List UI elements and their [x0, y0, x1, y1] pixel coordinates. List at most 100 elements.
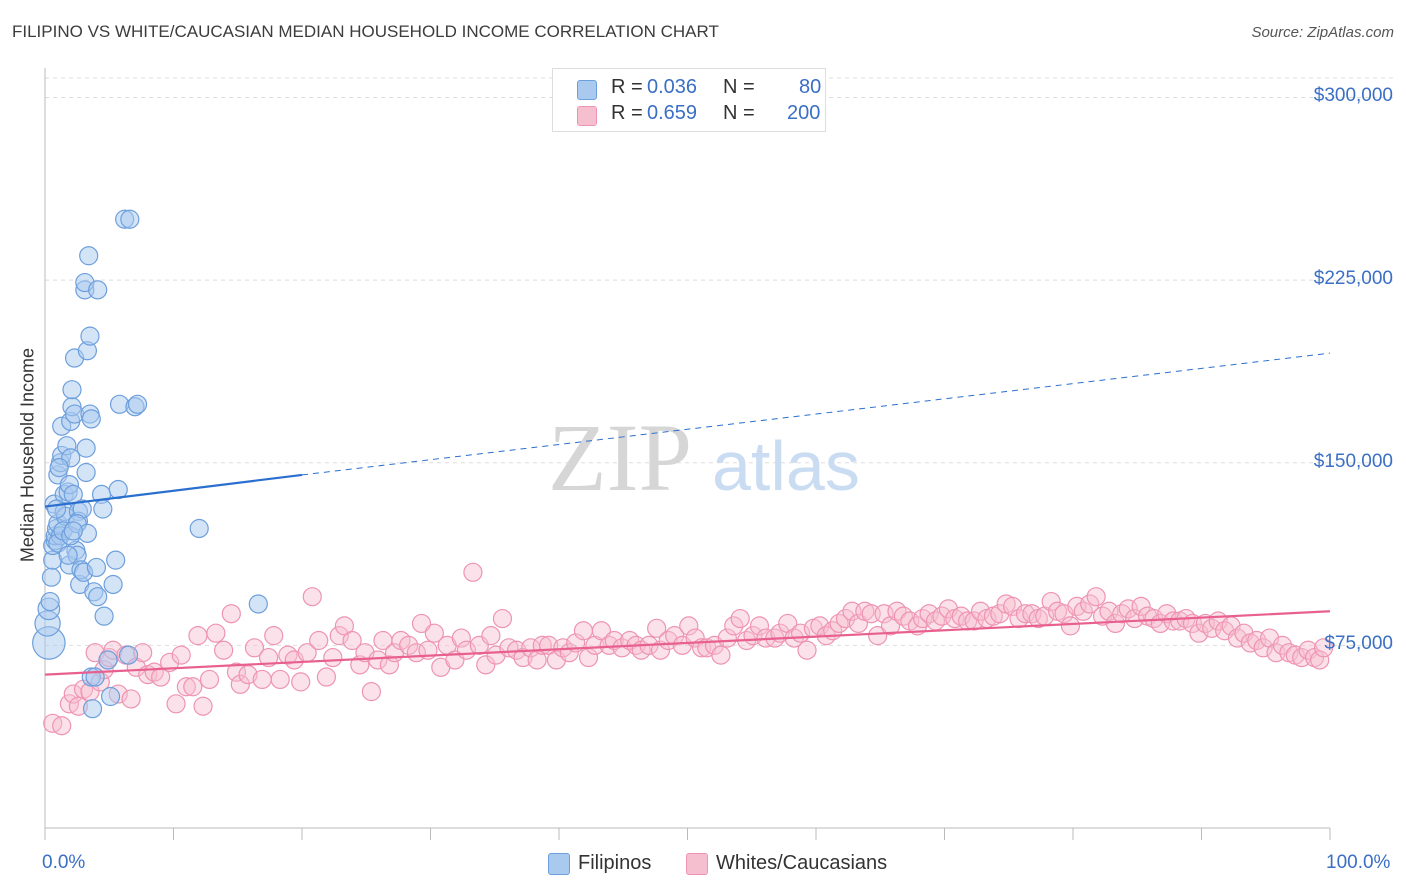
whites-point [342, 630, 362, 651]
whites-point [797, 640, 817, 660]
whites-point [160, 652, 180, 673]
legend-label: Filipinos [578, 852, 652, 874]
x-tick-label-min: 0.0% [42, 852, 86, 873]
legend-swatch-pink [577, 106, 597, 126]
legend-n-value: 80 [799, 76, 822, 98]
correlation-legend: R = 0.036 N = 80 R = 0.659 N = 200 [552, 68, 826, 132]
whites-point [252, 669, 272, 690]
whites-point [1073, 601, 1093, 621]
filipinos-point [93, 499, 113, 519]
whites-point [970, 601, 991, 621]
whites-point [1086, 587, 1106, 607]
filipinos-point [58, 545, 78, 565]
whites-point [63, 684, 83, 704]
axes [44, 68, 1331, 840]
legend-r-label: R = [611, 76, 643, 98]
whites-point [1060, 616, 1081, 636]
filipinos-point [63, 521, 83, 541]
x-tick-label-max: 100.0% [1326, 852, 1391, 873]
whites-point [1080, 594, 1100, 614]
legend-label: Whites/Caucasians [716, 852, 888, 874]
y-tick-label: $150,000 [1313, 450, 1393, 472]
whites-point [711, 645, 731, 665]
filipinos-trend-line [44, 473, 303, 508]
whites-point [176, 677, 196, 697]
whites-point [379, 655, 399, 675]
legend-n-value: 200 [787, 102, 821, 124]
whites-point [166, 694, 186, 714]
filipinos-point [62, 380, 82, 400]
legend-swatch-blue [548, 853, 570, 875]
whites-point [513, 647, 533, 668]
whites-point [399, 635, 419, 655]
whites-point [193, 696, 213, 716]
whites-point [1189, 623, 1209, 643]
legend-r-value: 0.659 [647, 102, 698, 124]
whites-point [868, 626, 888, 646]
whites-point [573, 621, 594, 641]
filipinos-points [32, 209, 268, 719]
legend-swatch-blue [577, 80, 597, 100]
whites-point [848, 613, 869, 634]
whites-point [226, 662, 247, 682]
whites-point [1131, 596, 1151, 617]
whites-point [230, 674, 250, 694]
filipinos-point [88, 280, 108, 300]
filipinos-point [120, 209, 140, 229]
watermark-zip: ZIP [548, 404, 692, 511]
whites-point [492, 608, 513, 629]
whites-point [361, 682, 381, 702]
whites-point [679, 616, 699, 636]
whites-point [1105, 613, 1126, 634]
whites-point [199, 669, 220, 690]
whites-point [650, 640, 671, 660]
whites-point [270, 669, 290, 690]
whites-point [221, 604, 241, 624]
filipinos-point [79, 246, 99, 266]
whites-points [43, 562, 1334, 736]
whites-point [188, 626, 208, 646]
whites-point [183, 677, 203, 697]
filipinos-point [98, 650, 118, 670]
filipinos-point [88, 587, 108, 607]
legend-n-label: N = [723, 76, 755, 98]
whites-point [171, 645, 191, 665]
whites-trend-line [44, 610, 1331, 676]
filipinos-point [86, 557, 107, 578]
whites-point [368, 650, 388, 670]
filipinos-point [81, 409, 101, 429]
whites-point [1041, 591, 1061, 612]
whites-point [244, 638, 265, 658]
whites-point [1310, 650, 1330, 670]
source-label: Source: ZipAtlas.com [1251, 24, 1394, 41]
chart-title: FILIPINO VS WHITE/CAUCASIAN MEDIAN HOUSE… [12, 22, 719, 41]
y-axis-title: Median Household Income [17, 347, 38, 563]
legend-r-label: R = [611, 102, 643, 124]
whites-point [476, 655, 496, 675]
y-tick-label: $75,000 [1324, 633, 1393, 655]
filipinos-point [76, 462, 96, 483]
whites-point [214, 640, 234, 660]
filipinos-point [106, 550, 126, 570]
whites-point [302, 587, 322, 607]
whites-point [730, 608, 750, 629]
grid-lines [45, 77, 1395, 646]
filipinos-point [41, 567, 62, 587]
y-tick-label: $225,000 [1313, 268, 1393, 290]
whites-point [1313, 638, 1334, 658]
y-tick-label: $300,000 [1313, 85, 1393, 107]
filipinos-point [82, 699, 103, 719]
whites-point [481, 626, 501, 646]
legend-n-label: N = [723, 102, 755, 124]
filipinos-point [94, 606, 114, 626]
whites-point [724, 616, 744, 636]
whites-point [749, 616, 770, 636]
whites-point [323, 647, 343, 668]
filipinos-point [100, 686, 121, 707]
whites-point [1015, 604, 1036, 624]
whites-point [411, 613, 432, 634]
filipinos-point [49, 458, 69, 478]
whites-point [1253, 638, 1273, 658]
whites-point [717, 628, 737, 648]
legend-swatch-pink [686, 853, 708, 875]
